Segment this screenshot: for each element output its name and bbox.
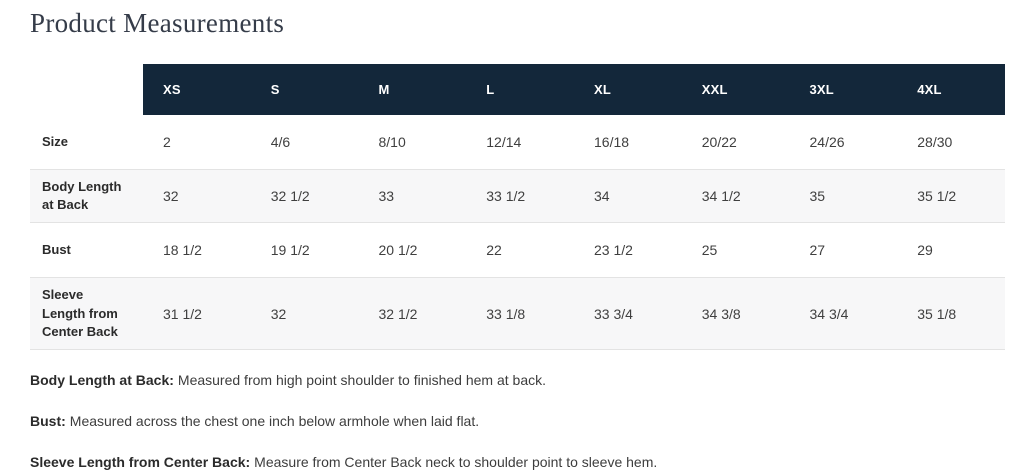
column-header-3xl: 3XL [789, 64, 898, 115]
table-cell: 32 1/2 [270, 188, 310, 205]
table-cell: 33 [378, 188, 395, 205]
column-header-l: L [466, 64, 574, 115]
size-chart-table: XS S M L XL XXL 3XL 4XL Size 2 4/6 8/10 … [30, 64, 1005, 350]
table-cell: 24/26 [809, 134, 845, 150]
footnote-definition: Measured across the chest one inch below… [69, 412, 480, 429]
table-cell: 31 1/2 [163, 305, 202, 322]
footnote-term: Bust: [30, 412, 66, 429]
table-cell: 35 1/8 [917, 305, 957, 322]
row-label: Body Length at Back [42, 179, 122, 213]
table-cell: 23 1/2 [594, 242, 633, 259]
table-cell: 16/18 [594, 134, 630, 150]
column-header-xl: XL [574, 64, 682, 115]
column-header-s: S [250, 64, 359, 115]
table-cell: 2 [163, 134, 171, 150]
table-cell: 35 [809, 188, 826, 205]
table-cell: 32 [270, 305, 287, 322]
table-cell: 35 1/2 [917, 188, 957, 205]
table-cell: 20 1/2 [378, 242, 418, 259]
table-cell: 34 1/2 [701, 188, 741, 205]
table-cell: 22 [486, 242, 502, 259]
measurement-definitions: Body Length at Back: Measured from high p… [30, 371, 1005, 472]
row-label: Size [42, 133, 69, 149]
table-cell: 33 1/8 [486, 305, 526, 322]
footnote-bust: Bust: Measured across the chest one inch … [30, 412, 1005, 431]
table-cell: 34 [594, 188, 610, 205]
table-cell: 19 1/2 [270, 242, 310, 259]
table-header-corner [30, 64, 143, 115]
column-header-xs: XS [143, 64, 251, 115]
table-cell: 27 [809, 242, 826, 259]
table-cell: 18 1/2 [163, 242, 202, 259]
table-cell: 25 [701, 242, 718, 259]
table-cell: 12/14 [486, 134, 522, 150]
footnote-definition: Measure from Center Back neck to shoulde… [254, 453, 658, 470]
table-header-row: XS S M L XL XXL 3XL 4XL [30, 64, 1005, 115]
page-title: Product Measurements [30, 8, 285, 38]
table-row-sleeve-length: Sleeve Length from Center Back 31 1/2 32… [30, 277, 1005, 350]
footnote-definition: Measured from high point shoulder to fin… [177, 371, 547, 388]
footnote-sleeve-length: Sleeve Length from Center Back: Measure f… [30, 453, 1005, 472]
column-header-m: M [358, 64, 467, 115]
table-row-bust: Bust 18 1/2 19 1/2 20 1/2 22 23 1/2 25 2… [30, 223, 1005, 278]
table-cell: 29 [917, 242, 933, 259]
table-row-body-length: Body Length at Back 32 32 1/2 33 33 1/2 … [30, 169, 1005, 224]
table-cell: 32 1/2 [378, 305, 418, 322]
footnote-term: Sleeve Length from Center Back: [30, 453, 251, 470]
column-header-xxl: XXL [681, 64, 790, 115]
footnote-term: Body Length at Back: [30, 371, 174, 388]
row-label: Sleeve Length from Center Back [42, 287, 118, 339]
table-cell: 33 3/4 [594, 305, 633, 322]
column-header-4xl: 4XL [897, 64, 1005, 115]
table-cell: 28/30 [917, 134, 953, 150]
table-cell: 32 [163, 188, 179, 205]
table-row-size: Size 2 4/6 8/10 12/14 16/18 20/22 24/26 … [30, 115, 1005, 169]
table-cell: 8/10 [378, 134, 406, 150]
table-cell: 34 3/4 [809, 305, 849, 322]
table-cell: 34 3/8 [701, 305, 741, 322]
footnote-body-length: Body Length at Back: Measured from high p… [30, 371, 1005, 390]
table-cell: 4/6 [270, 134, 291, 150]
table-cell: 33 1/2 [486, 188, 526, 205]
table-cell: 20/22 [701, 134, 737, 150]
row-label: Bust [42, 242, 71, 258]
